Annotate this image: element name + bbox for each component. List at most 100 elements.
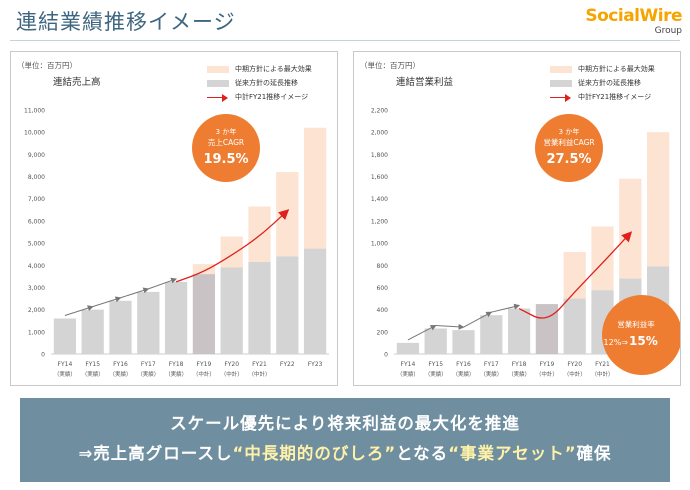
y-tick-label: 600 [377,285,389,292]
x-tick-label: FY17 [484,361,499,368]
legend-swatch-conventional [207,79,229,87]
banner-suffix: 確保 [576,444,612,463]
x-sub-label: （実績） [82,370,104,378]
y-tick-label: 1,400 [371,196,388,203]
legend-label-target: 中計FY21推移イメージ [578,93,652,101]
y-tick-label: 11,000 [24,108,45,115]
banner-prefix: ⇒売上高グロースし [78,444,233,463]
logo-main: SocialWire [585,6,682,26]
y-tick-label: 1,800 [371,152,388,159]
legend-arrow-icon [550,93,572,102]
x-tick-label: FY23 [308,361,323,368]
x-tick-label: FY19 [197,361,212,368]
y-tick-label: 0 [41,352,45,359]
legend-swatch-plan [550,65,572,73]
x-tick-label: FY19 [540,361,555,368]
y-tick-label: 1,200 [371,218,388,225]
logo-sub: Group [654,26,682,36]
y-tick-label: 10,000 [24,130,45,137]
cagr-badge [535,114,603,182]
legend-label-target: 中計FY21推移イメージ [235,93,309,101]
bar-conventional [276,256,299,354]
cagr-badge-value: 19.5% [203,152,248,167]
x-sub-label: （実績） [508,370,530,378]
y-tick-label: 2,000 [28,307,45,314]
legend-item-conventional: 従来方針の延長推移 [207,76,312,90]
chart-legend: 中期方針による最大効果 従来方針の延長推移 中計FY21推移イメージ [207,62,312,104]
cagr-badge-value: 27.5% [546,152,591,167]
chart-title: 連結営業利益 [396,77,454,88]
sales-chart-panel: 0 1,000 2,000 3,000 4,000 5,000 6,000 7,000 8,00… [10,51,338,386]
summary-banner: スケール優先により将来利益の最大化を推進 ⇒売上高グロースし“中長期的のびしろ”… [20,398,670,482]
x-sub-label: （中計） [591,370,613,378]
x-sub-label: （実績） [425,370,447,378]
trend-segment [407,325,437,341]
bar-plan [220,236,243,268]
x-sub-label: （中計） [221,370,243,378]
chart-legend: 中期方針による最大効果 従来方針の延長推移 中計FY21推移イメージ [550,62,655,104]
profit-chart-panel: 0 200 400 600 800 1,000 1,200 1,400 1,600 1,800 2,… [353,51,681,386]
bar-conventional [53,318,77,354]
trend-segment [120,287,150,299]
banner-line-2: ⇒売上高グロースし“中長期的のびしろ”となる“事業アセット”確保 [20,440,670,464]
x-tick-label: FY17 [141,361,156,368]
y-tick-label: 1,000 [28,329,45,336]
chart-title: 連結売上高 [53,77,101,88]
x-sub-label: （中計） [248,370,270,378]
y-tick-label: 7,000 [28,196,45,203]
trend-segment [64,305,94,316]
bar-conventional [192,274,216,354]
x-tick-label: FY18 [169,361,184,368]
bar-plan [646,132,670,267]
x-tick-label: FY20 [567,361,582,368]
bar-plan [591,226,614,291]
x-sub-label: （実績） [452,370,474,378]
x-tick-label: FY16 [113,361,128,368]
legend-label-plan: 中期方針による最大効果 [578,65,655,73]
trend-segment [463,311,493,328]
banner-highlight-2: “事業アセット” [448,444,577,463]
y-tick-label: 2,000 [371,130,388,137]
x-sub-label: （実績） [54,370,76,378]
bar-conventional [452,330,475,354]
bar-conventional [137,291,160,354]
x-sub-label: （実績） [165,370,187,378]
legend-swatch-conventional [550,79,572,87]
y-tick-label: 400 [377,307,389,314]
y-tick-label: 3,000 [28,285,45,292]
x-tick-label: FY15 [428,361,443,368]
target-arrow [518,231,633,319]
cagr-badge [192,114,260,182]
margin-badge-value: 15% [629,334,658,348]
cagr-badge-line-1: 3 か年 [216,127,237,136]
chart-unit: （単位：百万円） [17,61,77,70]
x-tick-label: FY18 [512,361,527,368]
bar-conventional [396,342,420,354]
x-tick-label: FY20 [224,361,239,368]
y-tick-label: 6,000 [28,218,45,225]
legend-label-plan: 中期方針による最大効果 [235,65,312,73]
banner-middle: となる [396,444,449,463]
trend-segment [148,277,178,290]
y-tick-label: 8,000 [28,174,45,181]
y-tick-label: 2,200 [371,108,388,115]
bar-conventional [248,261,271,354]
cagr-badge-line-2: 売上CAGR [208,137,244,147]
margin-badge-line-1: 営業利益率 [617,319,655,329]
x-tick-label: FY15 [85,361,100,368]
legend-label-conventional: 従来方針の延長推移 [578,79,641,87]
trend-segment [491,303,521,313]
x-sub-label: （中計） [564,370,586,378]
y-tick-label: 1,600 [371,174,388,181]
legend-item-conventional: 従来方針の延長推移 [550,76,655,90]
legend-item-plan: 中期方針による最大効果 [207,62,312,76]
legend-item-target: 中計FY21推移イメージ [550,90,655,104]
bar-plan [619,178,642,279]
x-sub-label: （実績） [109,370,131,378]
x-sub-label: （実績） [137,370,159,378]
x-sub-label: （実績） [480,370,502,378]
x-tick-label: FY21 [595,361,610,368]
x-tick-label: FY14 [58,361,73,368]
bar-conventional [81,309,104,354]
banner-highlight-1: “中長期的のびしろ” [232,444,397,463]
